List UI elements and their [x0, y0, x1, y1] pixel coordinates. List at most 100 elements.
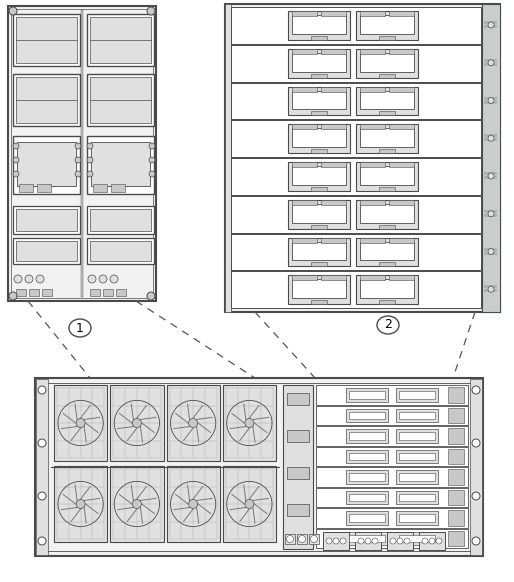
- Bar: [360, 128, 414, 147]
- Bar: [484, 25, 497, 28]
- Bar: [396, 388, 438, 402]
- Bar: [396, 531, 438, 545]
- Bar: [316, 446, 468, 466]
- Bar: [399, 514, 435, 521]
- Bar: [288, 124, 350, 153]
- Bar: [484, 134, 497, 137]
- Circle shape: [488, 22, 494, 28]
- Bar: [321, 124, 346, 129]
- Circle shape: [87, 171, 93, 177]
- Circle shape: [299, 535, 305, 542]
- Bar: [321, 162, 346, 167]
- Circle shape: [189, 499, 198, 509]
- Bar: [225, 4, 231, 312]
- Bar: [8, 6, 156, 301]
- Bar: [389, 11, 414, 16]
- Bar: [389, 49, 414, 54]
- Bar: [399, 452, 435, 460]
- Bar: [379, 149, 395, 153]
- Bar: [399, 473, 435, 481]
- Circle shape: [38, 386, 46, 394]
- Bar: [288, 237, 350, 266]
- Circle shape: [149, 157, 155, 163]
- Bar: [346, 531, 388, 545]
- Circle shape: [488, 286, 494, 292]
- Bar: [223, 385, 276, 461]
- Bar: [419, 532, 445, 550]
- Bar: [283, 385, 313, 549]
- Bar: [484, 97, 497, 100]
- Bar: [16, 241, 77, 261]
- Bar: [482, 4, 500, 312]
- Bar: [360, 124, 385, 129]
- Bar: [379, 300, 395, 304]
- Bar: [292, 166, 346, 184]
- Bar: [448, 407, 464, 423]
- Bar: [13, 14, 80, 66]
- Bar: [484, 210, 497, 213]
- Bar: [360, 11, 385, 16]
- Bar: [349, 473, 385, 481]
- Bar: [292, 90, 346, 109]
- Circle shape: [472, 439, 480, 447]
- Ellipse shape: [69, 319, 91, 337]
- Bar: [16, 77, 77, 123]
- Ellipse shape: [377, 316, 399, 334]
- Bar: [40, 383, 478, 551]
- Bar: [311, 149, 327, 153]
- Bar: [231, 45, 481, 81]
- Bar: [292, 49, 317, 54]
- Bar: [54, 385, 107, 461]
- Bar: [287, 504, 309, 516]
- Bar: [396, 449, 438, 463]
- Bar: [360, 90, 414, 109]
- Bar: [356, 200, 418, 229]
- Bar: [287, 430, 309, 442]
- Bar: [448, 489, 464, 505]
- Bar: [399, 432, 435, 439]
- Bar: [321, 237, 346, 243]
- Bar: [346, 491, 388, 504]
- Circle shape: [390, 538, 396, 544]
- Bar: [111, 184, 125, 192]
- Bar: [346, 511, 388, 524]
- Bar: [17, 142, 76, 186]
- Bar: [288, 162, 350, 191]
- Bar: [292, 200, 317, 205]
- Bar: [90, 77, 151, 123]
- Bar: [356, 87, 418, 115]
- Bar: [292, 279, 346, 298]
- Bar: [379, 262, 395, 266]
- Bar: [288, 49, 350, 77]
- Bar: [93, 184, 107, 192]
- Circle shape: [333, 538, 339, 544]
- Bar: [309, 534, 319, 544]
- Bar: [13, 136, 80, 194]
- Bar: [321, 200, 346, 205]
- Bar: [311, 262, 327, 266]
- Circle shape: [340, 538, 346, 544]
- Circle shape: [38, 492, 46, 500]
- Bar: [116, 289, 126, 296]
- Circle shape: [75, 171, 81, 177]
- Bar: [292, 11, 317, 16]
- Circle shape: [472, 537, 480, 545]
- Circle shape: [99, 275, 107, 283]
- Circle shape: [372, 538, 378, 544]
- Circle shape: [88, 275, 96, 283]
- Bar: [311, 225, 327, 229]
- Bar: [396, 491, 438, 504]
- Bar: [349, 411, 385, 419]
- Circle shape: [286, 535, 293, 542]
- Circle shape: [245, 418, 254, 428]
- Bar: [35, 378, 483, 556]
- Bar: [288, 87, 350, 115]
- Bar: [13, 74, 80, 126]
- Bar: [311, 73, 327, 77]
- Bar: [292, 242, 346, 260]
- Circle shape: [87, 157, 93, 163]
- Bar: [360, 237, 385, 243]
- Bar: [356, 49, 418, 77]
- Bar: [379, 36, 395, 40]
- Bar: [91, 142, 150, 186]
